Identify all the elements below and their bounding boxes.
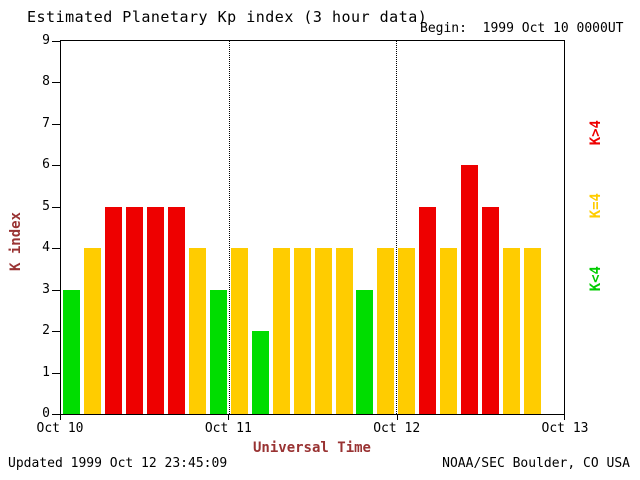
credit-text: NOAA/SEC Boulder, CO USA	[442, 456, 630, 471]
kp-bar	[230, 248, 248, 414]
y-tick-label: 1	[42, 364, 50, 380]
y-tick-mark	[52, 165, 60, 167]
y-tick-mark	[52, 41, 60, 42]
x-axis-label: Universal Time	[252, 440, 371, 456]
y-tick-mark	[52, 82, 60, 84]
kp-bar	[146, 206, 164, 414]
kp-bar	[482, 206, 500, 414]
x-tick-label: Oct 11	[204, 421, 252, 436]
legend-k-eq-4: K=4	[588, 193, 604, 219]
x-tick-label: Oct 13	[541, 421, 589, 436]
y-tick-label: 8	[42, 74, 50, 90]
kp-bar	[335, 248, 353, 414]
kp-bar	[188, 248, 206, 414]
kp-bar	[104, 206, 122, 414]
legend-k-gt-4: K>4	[588, 120, 604, 146]
y-tick-label: 0	[42, 406, 50, 421]
kp-bar	[314, 248, 332, 414]
kp-bar	[377, 248, 395, 414]
kp-bar	[524, 248, 542, 414]
chart-title: Estimated Planetary Kp index (3 hour dat…	[27, 8, 428, 26]
y-tick-label: 3	[42, 281, 50, 297]
x-tick-mark	[564, 415, 565, 420]
y-tick-mark	[52, 289, 60, 291]
y-tick-label: 2	[42, 323, 50, 339]
y-tick-mark	[52, 331, 60, 333]
kp-bar	[503, 248, 521, 414]
y-tick-label: 6	[42, 157, 50, 173]
kp-bar	[272, 248, 290, 414]
kp-bar	[125, 206, 143, 414]
y-tick-label: 7	[42, 115, 50, 131]
y-tick-mark	[52, 123, 60, 125]
x-tick-mark	[396, 415, 398, 420]
kp-bar	[398, 248, 416, 414]
kp-bar	[440, 248, 458, 414]
begin-label: Begin: 1999 Oct 10 0000UT	[420, 21, 624, 36]
legend-k-lt-4: K<4	[588, 266, 604, 292]
y-tick-label: 9	[42, 33, 50, 48]
day-separator-line	[396, 41, 398, 414]
updated-timestamp: Updated 1999 Oct 12 23:45:09	[8, 456, 228, 471]
y-tick-mark	[52, 372, 60, 374]
y-tick-mark	[52, 248, 60, 250]
y-tick-mark	[52, 414, 60, 415]
kp-bar	[461, 165, 479, 414]
plot-area	[60, 40, 565, 415]
day-separator-line	[228, 41, 230, 414]
kp-bar	[356, 289, 374, 414]
x-tick-label: Oct 10	[36, 421, 84, 436]
kp-bar	[63, 289, 80, 414]
y-tick-label: 4	[42, 240, 50, 256]
kp-bar	[84, 248, 101, 414]
x-tick-mark	[228, 415, 230, 420]
x-tick-mark	[60, 415, 61, 420]
kp-bar	[167, 206, 185, 414]
x-tick-label: Oct 12	[373, 421, 421, 436]
kp-bar	[419, 206, 437, 414]
y-tick-mark	[52, 206, 60, 208]
kp-bar	[209, 289, 227, 414]
y-tick-label: 5	[42, 198, 50, 214]
kp-bar	[293, 248, 311, 414]
kp-bar	[251, 331, 269, 414]
y-axis-label: K index	[8, 212, 24, 272]
